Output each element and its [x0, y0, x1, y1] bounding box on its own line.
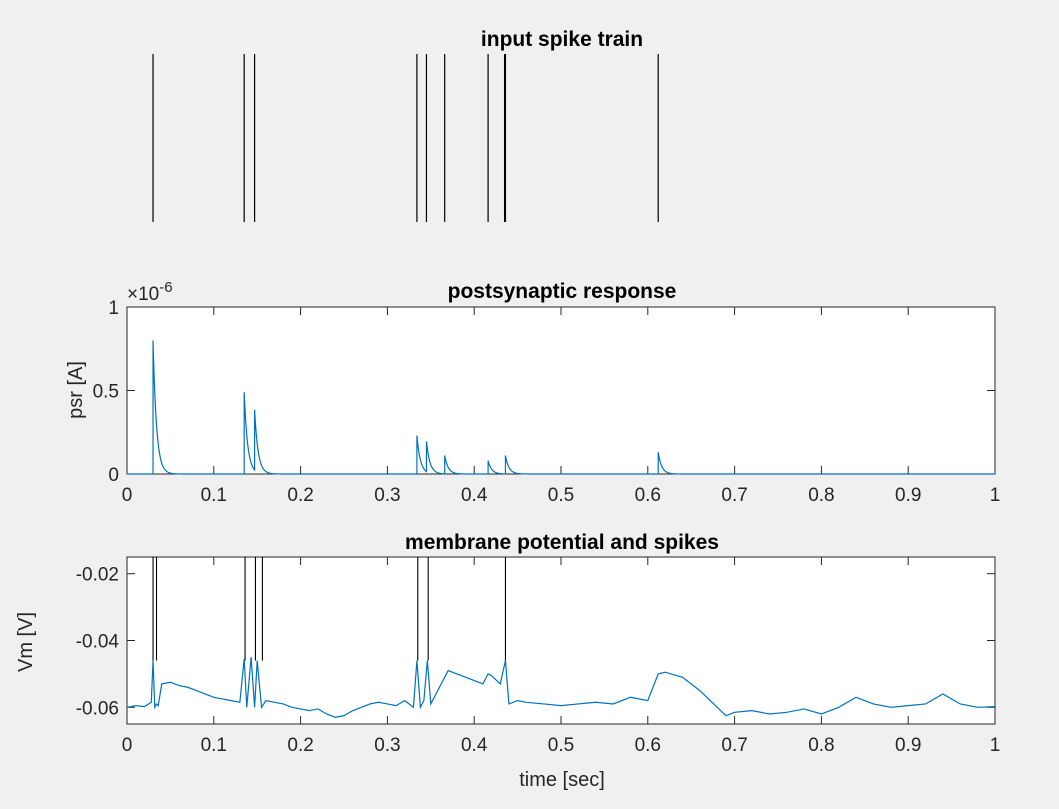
vm-title: membrane potential and spikes — [405, 531, 719, 554]
x-tick-label: 0.8 — [808, 485, 834, 506]
y-tick-label: -0.06 — [76, 698, 119, 719]
psr-panel: postsynaptic response ×10-6 psr [A] 0 0.1… — [65, 279, 1000, 506]
psr-axes-box — [126, 306, 996, 475]
input-spikes — [152, 54, 659, 222]
x-tick-label: 0.5 — [548, 735, 574, 756]
x-tick-label: 0.8 — [808, 735, 834, 756]
vm-xlabel: time [sec] — [519, 769, 605, 791]
psr-title: postsynaptic response — [448, 280, 677, 303]
x-tick-label: 0.6 — [635, 735, 661, 756]
x-tick-label: 0.9 — [895, 485, 921, 506]
x-tick-label: 0.5 — [548, 485, 574, 506]
vm-axes-box — [126, 556, 996, 725]
x-tick-label: 0.1 — [201, 735, 227, 756]
x-tick-label: 0.2 — [287, 735, 313, 756]
y-tick-label: 1 — [108, 298, 119, 319]
x-tick-label: 1 — [990, 735, 1001, 756]
x-tick-label: 0.6 — [635, 485, 661, 506]
x-tick-label: 0.3 — [374, 485, 400, 506]
vm-panel: membrane potential and spikes Vm [V] tim… — [15, 531, 1000, 791]
x-tick-label: 0.9 — [895, 735, 921, 756]
spike-train-title: input spike train — [481, 28, 643, 51]
vm-ylabel: Vm [V] — [15, 612, 37, 672]
x-tick-label: 0.1 — [201, 485, 227, 506]
y-tick-label: -0.02 — [76, 565, 119, 586]
x-tick-label: 0.3 — [374, 735, 400, 756]
output-spikes — [152, 557, 506, 661]
vm-series-line — [126, 657, 996, 718]
x-tick-label: 0.4 — [461, 485, 488, 506]
x-tick-label: 0 — [122, 485, 133, 506]
x-tick-label: 0.7 — [721, 485, 747, 506]
psr-ylabel: psr [A] — [65, 361, 87, 419]
x-tick-label: 0.2 — [287, 485, 313, 506]
psr-ticks: 0 0.1 0.2 0.3 0.4 0.5 0.6 0.7 0.8 0.9 1 0 0.5 1 — [93, 298, 1001, 506]
spike-train-panel: input spike train — [152, 28, 659, 222]
psr-exponent-label: ×10-6 — [127, 279, 173, 305]
x-tick-label: 0.7 — [721, 735, 747, 756]
y-tick-label: -0.04 — [76, 632, 120, 653]
y-tick-label: 0.5 — [93, 382, 119, 403]
vm-ticks: 0 0.1 0.2 0.3 0.4 0.5 0.6 0.7 0.8 0.9 1 -0.06 -0.04 -… — [76, 557, 1001, 756]
x-tick-label: 0.4 — [461, 735, 488, 756]
x-tick-label: 0 — [122, 735, 133, 756]
y-tick-label: 0 — [108, 465, 119, 486]
x-tick-label: 1 — [990, 485, 1001, 506]
psr-series-line — [127, 340, 995, 475]
